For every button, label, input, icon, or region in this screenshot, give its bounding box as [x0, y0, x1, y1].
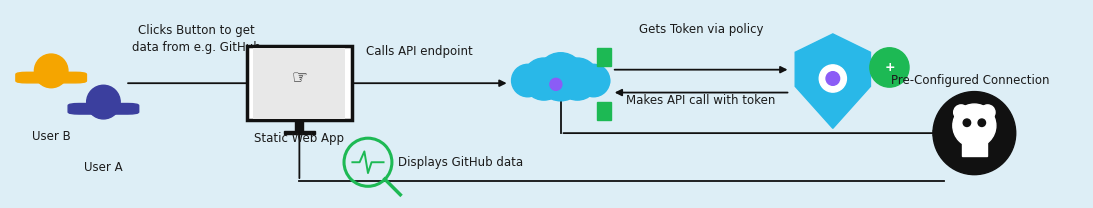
FancyBboxPatch shape: [247, 46, 352, 120]
Bar: [284, 131, 315, 134]
Ellipse shape: [537, 53, 585, 101]
Bar: [962, 139, 987, 156]
Ellipse shape: [963, 119, 971, 126]
FancyBboxPatch shape: [16, 72, 86, 83]
Text: User B: User B: [32, 130, 71, 143]
Ellipse shape: [980, 105, 995, 120]
Text: Pre-Configured Connection: Pre-Configured Connection: [891, 74, 1049, 87]
Ellipse shape: [34, 54, 68, 88]
Ellipse shape: [556, 58, 598, 100]
Bar: [295, 120, 303, 131]
Text: Makes API call with token: Makes API call with token: [626, 94, 776, 106]
Ellipse shape: [953, 104, 996, 147]
Ellipse shape: [820, 65, 846, 92]
Ellipse shape: [86, 85, 120, 119]
Text: Gets Token via policy: Gets Token via policy: [638, 23, 763, 36]
Text: Calls API endpoint: Calls API endpoint: [366, 45, 472, 58]
Text: Clicks Button to get
data from e.g. GitHub: Clicks Button to get data from e.g. GitH…: [131, 24, 260, 54]
Text: +: +: [884, 61, 895, 74]
Ellipse shape: [933, 92, 1015, 175]
Ellipse shape: [577, 64, 610, 97]
Ellipse shape: [870, 48, 909, 87]
Bar: [513, 79, 609, 83]
Ellipse shape: [512, 64, 544, 97]
Polygon shape: [796, 34, 870, 128]
FancyBboxPatch shape: [68, 104, 139, 114]
Text: Static Web App: Static Web App: [255, 132, 344, 145]
Text: User A: User A: [84, 161, 122, 174]
Ellipse shape: [826, 72, 839, 85]
Bar: [597, 48, 611, 66]
FancyBboxPatch shape: [254, 48, 345, 119]
Ellipse shape: [522, 58, 565, 100]
Ellipse shape: [954, 105, 968, 120]
Ellipse shape: [550, 78, 562, 90]
Bar: [597, 102, 611, 120]
Ellipse shape: [978, 119, 986, 126]
Text: Displays GitHub data: Displays GitHub data: [399, 156, 524, 169]
Text: ☞: ☞: [292, 69, 307, 87]
